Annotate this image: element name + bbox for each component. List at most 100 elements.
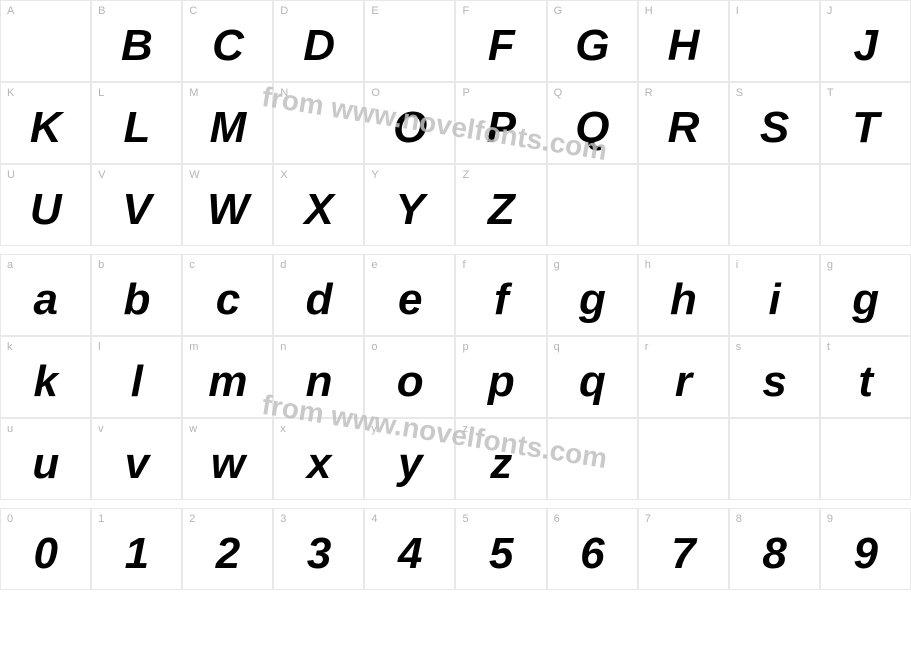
glyph-cell[interactable]: cc xyxy=(182,254,273,336)
glyph-cell[interactable]: 11 xyxy=(91,508,182,590)
glyph-cell[interactable]: qq xyxy=(547,336,638,418)
glyph-cell[interactable]: DD xyxy=(273,0,364,82)
glyph-cell[interactable]: bb xyxy=(91,254,182,336)
glyph-cell[interactable]: LL xyxy=(91,82,182,164)
glyph: 4 xyxy=(398,529,422,579)
glyph-cell[interactable]: yy xyxy=(364,418,455,500)
cell-label: g xyxy=(827,259,833,271)
glyph-cell[interactable]: zz xyxy=(455,418,546,500)
cell-label: z xyxy=(462,423,468,435)
glyph-cell[interactable]: ww xyxy=(182,418,273,500)
glyph-cell[interactable]: uu xyxy=(0,418,91,500)
glyph-cell[interactable]: dd xyxy=(273,254,364,336)
glyph: w xyxy=(211,439,245,489)
glyph-cell[interactable]: RR xyxy=(638,82,729,164)
glyph-cell[interactable]: ff xyxy=(455,254,546,336)
glyph-cell[interactable]: UU xyxy=(0,164,91,246)
glyph: 5 xyxy=(489,529,513,579)
glyph-cell[interactable]: pp xyxy=(455,336,546,418)
uppercase-grid: ABBCCDDEFFGGHHIJJKKLLMMNOOPPQQRRSSTTUUVV… xyxy=(0,0,911,246)
glyph: D xyxy=(303,21,334,71)
glyph-cell[interactable] xyxy=(729,418,820,500)
glyph-cell[interactable]: N xyxy=(273,82,364,164)
cell-label: 3 xyxy=(280,513,286,525)
glyph-cell[interactable]: rr xyxy=(638,336,729,418)
cell-label: C xyxy=(189,5,197,17)
glyph-cell[interactable]: oo xyxy=(364,336,455,418)
glyph-cell[interactable]: ii xyxy=(729,254,820,336)
cell-label: K xyxy=(7,87,14,99)
glyph-cell[interactable]: JJ xyxy=(820,0,911,82)
glyph-cell[interactable]: KK xyxy=(0,82,91,164)
glyph-cell[interactable]: A xyxy=(0,0,91,82)
glyph: o xyxy=(397,357,423,407)
glyph-cell[interactable]: MM xyxy=(182,82,273,164)
glyph-cell[interactable]: 55 xyxy=(455,508,546,590)
glyph: d xyxy=(306,275,332,325)
glyph: B xyxy=(121,21,152,71)
cell-label: q xyxy=(554,341,560,353)
glyph-cell[interactable]: 66 xyxy=(547,508,638,590)
glyph-cell[interactable] xyxy=(547,418,638,500)
glyph-cell[interactable]: CC xyxy=(182,0,273,82)
glyph-cell[interactable]: YY xyxy=(364,164,455,246)
glyph: C xyxy=(212,21,243,71)
glyph: T xyxy=(852,103,878,153)
glyph: P xyxy=(487,103,516,153)
glyph-cell[interactable]: TT xyxy=(820,82,911,164)
glyph-cell[interactable]: ll xyxy=(91,336,182,418)
glyph: Y xyxy=(396,185,425,235)
glyph-cell[interactable]: BB xyxy=(91,0,182,82)
glyph-cell[interactable]: SS xyxy=(729,82,820,164)
glyph-cell[interactable]: 77 xyxy=(638,508,729,590)
glyph-cell[interactable] xyxy=(820,164,911,246)
glyph-cell[interactable]: 00 xyxy=(0,508,91,590)
cell-label: m xyxy=(189,341,198,353)
glyph-cell[interactable]: XX xyxy=(273,164,364,246)
glyph-cell[interactable]: FF xyxy=(455,0,546,82)
glyph-cell[interactable]: WW xyxy=(182,164,273,246)
glyph-cell[interactable]: VV xyxy=(91,164,182,246)
glyph-cell[interactable]: QQ xyxy=(547,82,638,164)
glyph-cell[interactable]: HH xyxy=(638,0,729,82)
glyph-cell[interactable]: GG xyxy=(547,0,638,82)
cell-label: Y xyxy=(371,169,378,181)
glyph-cell[interactable]: PP xyxy=(455,82,546,164)
cell-label: f xyxy=(462,259,465,271)
glyph-cell[interactable]: ZZ xyxy=(455,164,546,246)
glyph-cell[interactable]: kk xyxy=(0,336,91,418)
glyph-cell[interactable]: 99 xyxy=(820,508,911,590)
glyph-cell[interactable]: aa xyxy=(0,254,91,336)
glyph-cell[interactable]: 22 xyxy=(182,508,273,590)
glyph-cell[interactable]: tt xyxy=(820,336,911,418)
cell-label: t xyxy=(827,341,830,353)
glyph-cell[interactable] xyxy=(820,418,911,500)
glyph-cell[interactable]: vv xyxy=(91,418,182,500)
glyph-cell[interactable]: gg xyxy=(820,254,911,336)
glyph-cell[interactable]: ee xyxy=(364,254,455,336)
glyph: F xyxy=(488,21,514,71)
glyph: q xyxy=(579,357,605,407)
glyph: 0 xyxy=(34,529,58,579)
cell-label: o xyxy=(371,341,377,353)
glyph-cell[interactable]: E xyxy=(364,0,455,82)
glyph-cell[interactable] xyxy=(638,164,729,246)
glyph-cell[interactable]: nn xyxy=(273,336,364,418)
glyph-cell[interactable]: 44 xyxy=(364,508,455,590)
glyph-cell[interactable]: mm xyxy=(182,336,273,418)
glyph: n xyxy=(306,357,332,407)
glyph-cell[interactable]: I xyxy=(729,0,820,82)
glyph-cell[interactable]: OO xyxy=(364,82,455,164)
digits-grid: 00112233445566778899 xyxy=(0,508,911,590)
glyph-cell[interactable] xyxy=(729,164,820,246)
glyph-cell[interactable]: gg xyxy=(547,254,638,336)
glyph-cell[interactable]: xx xyxy=(273,418,364,500)
glyph-cell[interactable]: 33 xyxy=(273,508,364,590)
glyph-cell[interactable]: hh xyxy=(638,254,729,336)
glyph-cell[interactable] xyxy=(547,164,638,246)
glyph: s xyxy=(762,357,786,407)
cell-label: p xyxy=(462,341,468,353)
glyph-cell[interactable]: ss xyxy=(729,336,820,418)
glyph-cell[interactable] xyxy=(638,418,729,500)
glyph-cell[interactable]: 88 xyxy=(729,508,820,590)
